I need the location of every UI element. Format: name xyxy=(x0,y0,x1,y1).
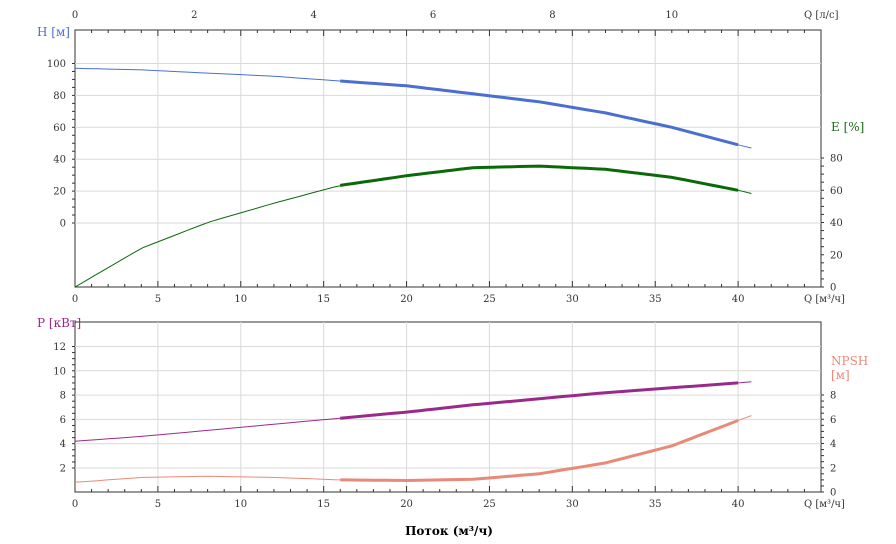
top-x-top-tick-label: 10 xyxy=(665,10,678,21)
top-x-tick-label: 20 xyxy=(400,294,413,305)
bottom-left-tick-label: 4 xyxy=(60,439,66,450)
bottom-right-axis-label: NPSH [м] xyxy=(831,354,868,382)
bottom-x-tick-label: 30 xyxy=(566,499,579,510)
bottom-right-tick-label: 8 xyxy=(830,391,836,402)
top-x-tick-label: 25 xyxy=(483,294,496,305)
top-x-top-tick-label: 4 xyxy=(311,10,317,21)
top-x-top-unit-label: Q [л/с] xyxy=(804,10,839,21)
bottom-left-tick-label: 10 xyxy=(53,366,66,377)
top-x-top-tick-label: 6 xyxy=(430,10,436,21)
top-x-top-tick-label: 8 xyxy=(549,10,555,21)
top-left-tick-label: 40 xyxy=(53,155,66,166)
top-x-tick-label: 40 xyxy=(732,294,745,305)
top-x-tick-label: 0 xyxy=(72,294,78,305)
bottom-x-tick-label: 35 xyxy=(649,499,662,510)
top-right-tick-label: 80 xyxy=(830,154,843,165)
bottom-x-tick-label: 15 xyxy=(317,499,330,510)
series-e-curve xyxy=(75,166,751,287)
series-e-operating-range xyxy=(340,166,738,190)
bottom-right-tick-label: 6 xyxy=(830,415,836,426)
top-right-tick-label: 60 xyxy=(830,186,843,197)
bottom-x-tick-label: 5 xyxy=(155,499,161,510)
bottom-left-axis-label: P [кВт] xyxy=(37,316,81,330)
bottom-x-unit-label: Q [м³/ч] xyxy=(804,499,845,510)
bottom-left-tick-label: 6 xyxy=(60,415,66,426)
bottom-x-tick-label: 10 xyxy=(234,499,247,510)
x-axis-title: Поток (м³/ч) xyxy=(405,524,493,538)
series-p-operating-range xyxy=(340,383,738,418)
top-x-tick-label: 10 xyxy=(234,294,247,305)
top-left-tick-label: 80 xyxy=(53,91,66,102)
top-right-tick-label: 20 xyxy=(830,250,843,261)
top-left-tick-label: 0 xyxy=(60,219,66,230)
bottom-x-tick-label: 25 xyxy=(483,499,496,510)
top-left-tick-label: 20 xyxy=(53,187,66,198)
top-x-tick-label: 5 xyxy=(155,294,161,305)
top-x-top-tick-label: 2 xyxy=(191,10,197,21)
top-left-axis-label: H [м] xyxy=(37,25,70,39)
bottom-x-tick-label: 0 xyxy=(72,499,78,510)
top-right-tick-label: 40 xyxy=(830,218,843,229)
bottom-left-tick-label: 2 xyxy=(60,464,66,475)
top-x-top-tick-label: 0 xyxy=(72,10,78,21)
top-left-tick-label: 100 xyxy=(47,59,66,70)
series-h-curve xyxy=(75,68,751,148)
top-x-unit-label: Q [м³/ч] xyxy=(804,294,845,305)
top-plot-frame xyxy=(75,30,821,287)
top-x-tick-label: 30 xyxy=(566,294,579,305)
top-x-tick-label: 35 xyxy=(649,294,662,305)
bottom-right-tick-label: 2 xyxy=(830,463,836,474)
bottom-panel: 2 4 6 8 10 12 0 2 4 6 8 0 5 10 15 20 25 30 35 40 Q [м³/ч] P [… xyxy=(37,316,868,510)
bottom-x-tick-label: 20 xyxy=(400,499,413,510)
bottom-right-tick-label: 4 xyxy=(830,439,836,450)
bottom-left-tick-label: 12 xyxy=(53,342,66,353)
top-right-tick-label: 0 xyxy=(830,283,836,294)
top-left-tick-label: 60 xyxy=(53,123,66,134)
top-right-axis-label: E [%] xyxy=(831,120,864,134)
bottom-right-tick-label: 0 xyxy=(830,488,836,499)
top-x-tick-label: 15 xyxy=(317,294,330,305)
bottom-x-tick-label: 40 xyxy=(732,499,745,510)
bottom-left-tick-label: 8 xyxy=(60,391,66,402)
series-npsh-curve xyxy=(75,416,751,483)
series-h-operating-range xyxy=(340,81,738,145)
series-npsh-operating-range xyxy=(340,421,738,481)
